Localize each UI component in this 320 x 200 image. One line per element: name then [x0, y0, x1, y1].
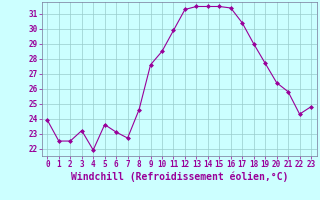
- X-axis label: Windchill (Refroidissement éolien,°C): Windchill (Refroidissement éolien,°C): [70, 172, 288, 182]
